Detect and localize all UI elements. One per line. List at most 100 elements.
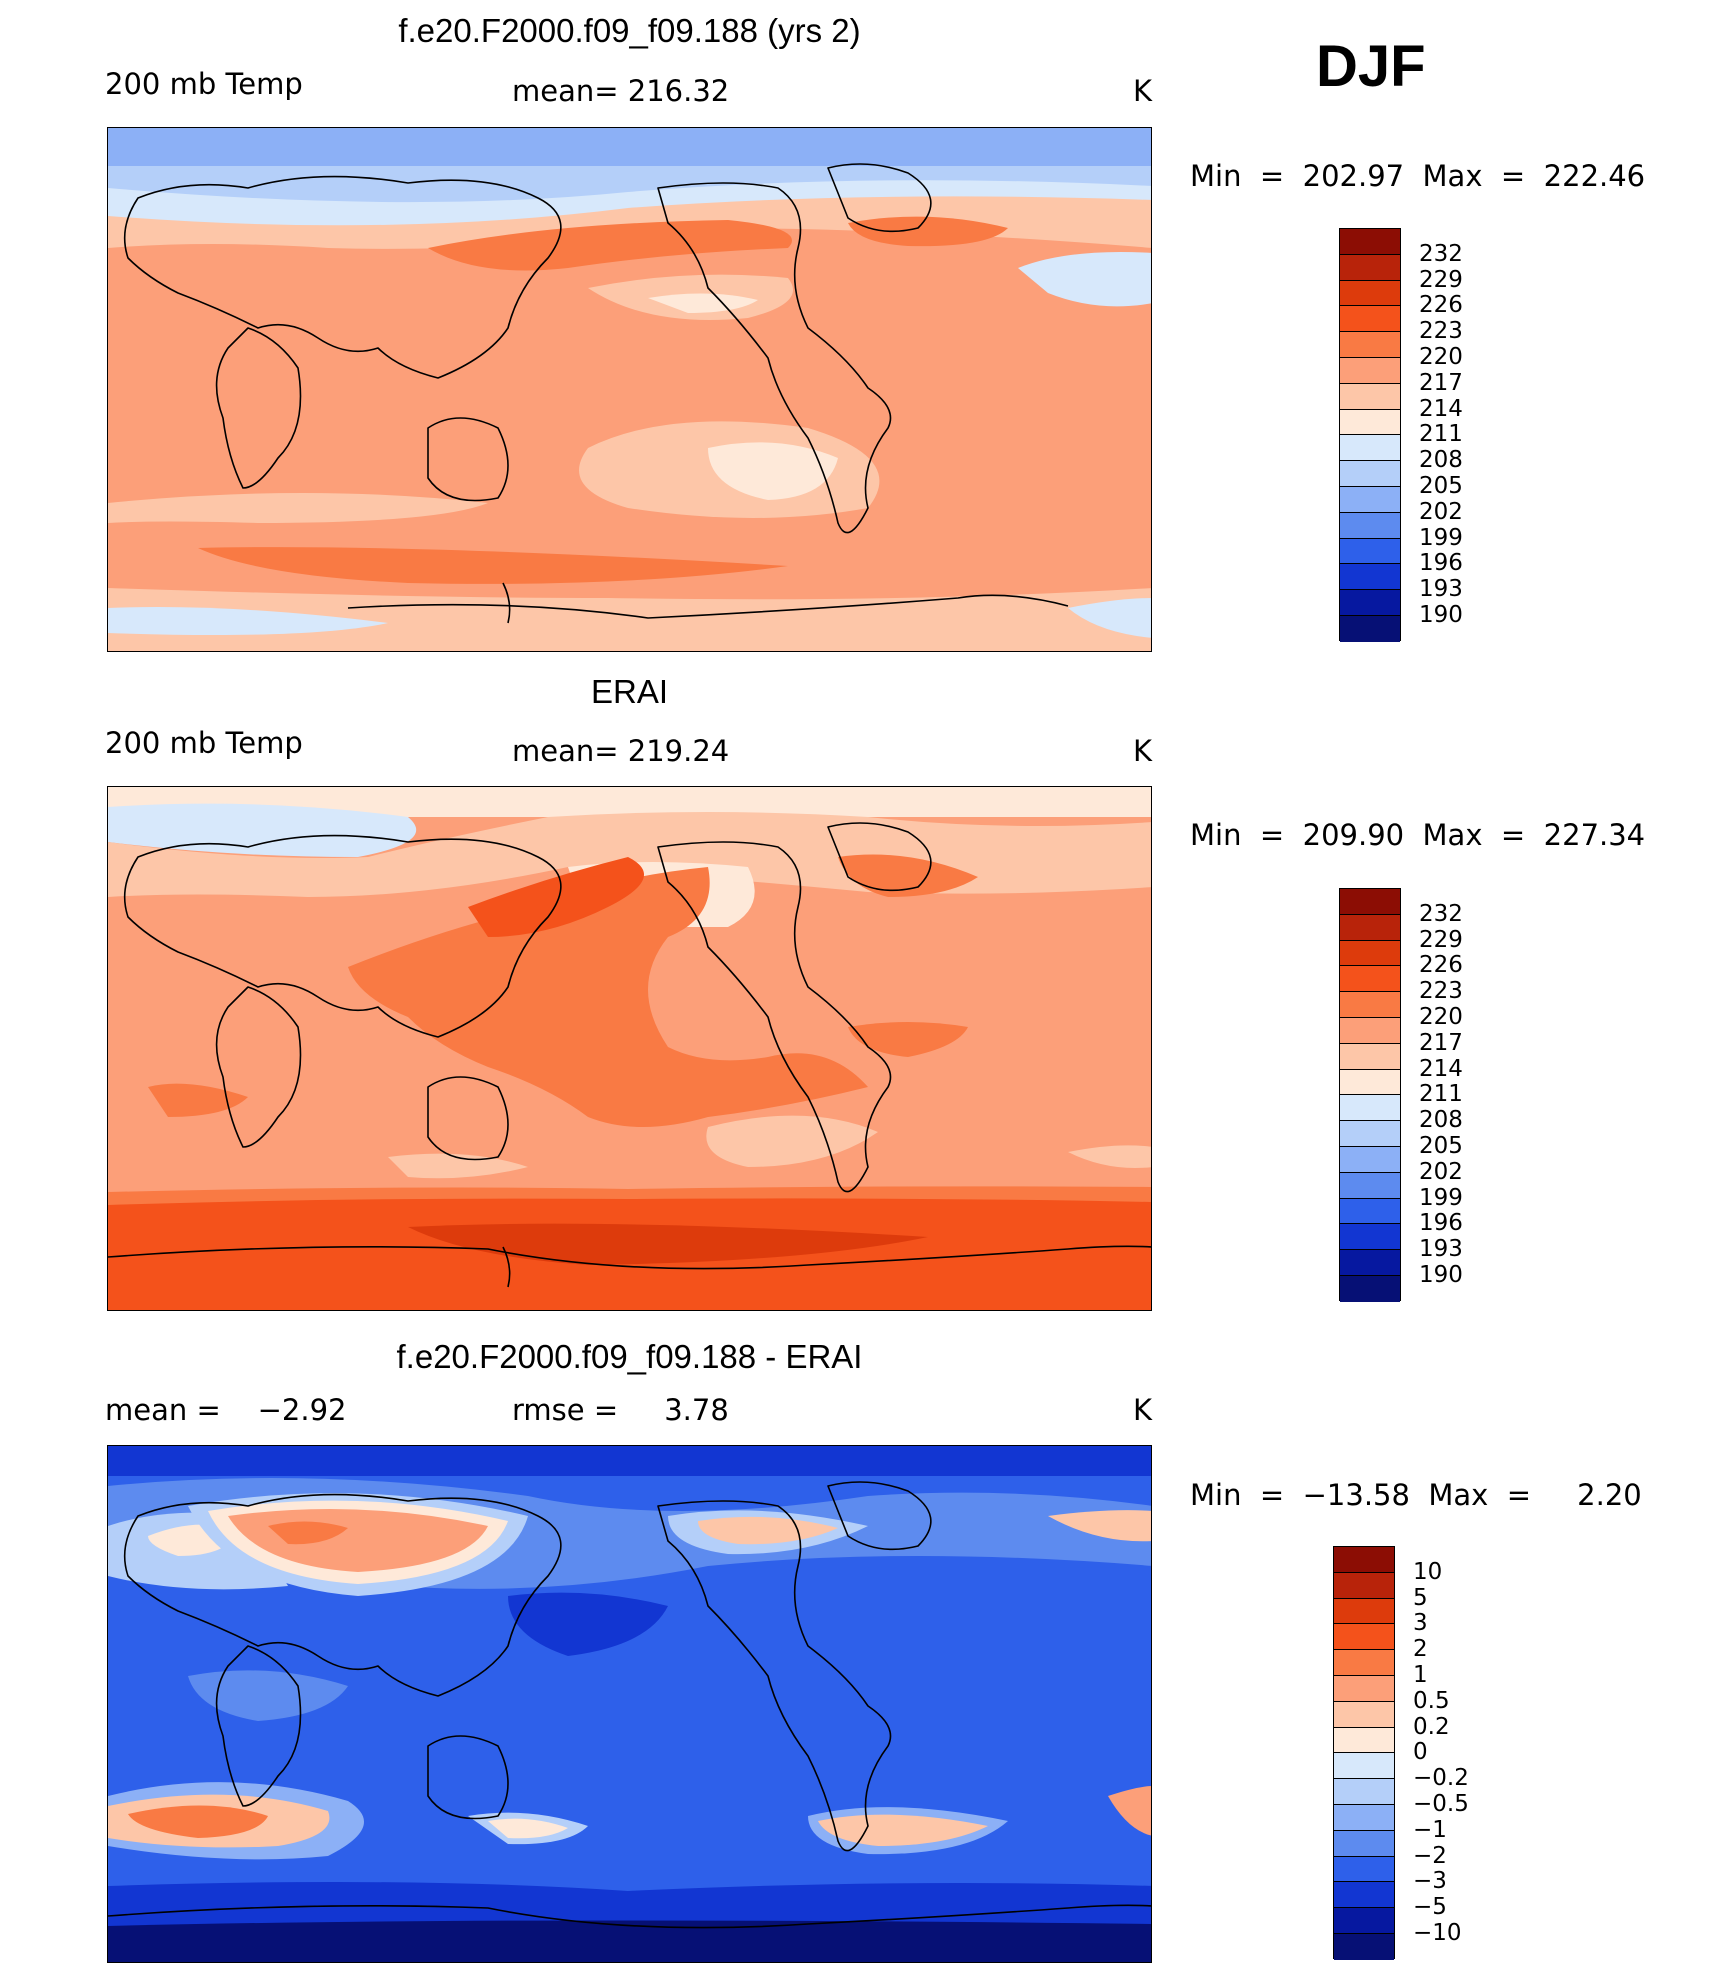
colorbar-swatch: [1340, 306, 1400, 333]
colorbar-swatch: [1334, 1650, 1394, 1676]
colorbar-tick-label: 2: [1413, 1636, 1428, 1663]
rmse-label: rmse = 3.78: [512, 1393, 729, 1427]
colorbar-tick-label: 232: [1419, 900, 1463, 927]
colorbar-swatch: [1340, 435, 1400, 462]
map-plot: [107, 127, 1152, 652]
colorbar-tick-label: 202: [1419, 498, 1463, 525]
colorbar-tick-label: −0.5: [1413, 1791, 1469, 1817]
colorbar-swatch: [1340, 914, 1400, 941]
colorbar-swatch: [1334, 1701, 1394, 1728]
colorbar-swatch: [1340, 254, 1400, 281]
colorbar-tick-label: 205: [1419, 473, 1463, 499]
units-label: K: [1133, 1393, 1153, 1427]
difference-field: [108, 1446, 1151, 1962]
colorbar-swatch: [1334, 1624, 1394, 1651]
colorbar-tick-label: 0.2: [1413, 1713, 1450, 1740]
colorbar-tick-label: 196: [1419, 550, 1463, 577]
colorbar-swatch: [1340, 1224, 1400, 1251]
colorbar-swatch: [1340, 538, 1400, 565]
colorbar-box: [1339, 888, 1401, 1302]
colorbar-swatch: [1340, 280, 1400, 307]
colorbar-tick-label: 229: [1419, 926, 1463, 953]
colorbar-tick-label: 199: [1419, 524, 1463, 551]
colorbar-swatch: [1334, 1547, 1394, 1573]
colorbar-tick-label: 214: [1419, 1055, 1463, 1082]
colorbar-box: [1333, 1546, 1395, 1960]
colorbar-tick-label: 217: [1419, 369, 1463, 396]
colorbar-tick-label: 223: [1419, 978, 1463, 1005]
colorbar-tick-label: −5: [1413, 1894, 1447, 1921]
colorbar-swatch: [1334, 1934, 1394, 1960]
map-plot: [107, 786, 1152, 1311]
colorbar-swatch: [1340, 1095, 1400, 1122]
temperature-field: [108, 128, 1151, 651]
colorbar-tick-label: 220: [1419, 1004, 1463, 1030]
colorbar-swatch: [1340, 940, 1400, 967]
mean-label: mean= 216.32: [512, 74, 730, 108]
colorbar-tick-label: −3: [1413, 1868, 1447, 1895]
colorbar-tick-label: 190: [1419, 602, 1463, 628]
colorbar-swatch: [1340, 487, 1400, 513]
colorbar-tick-label: 223: [1419, 318, 1463, 345]
colorbar-swatch: [1340, 590, 1400, 616]
colorbar-swatch: [1340, 889, 1400, 915]
colorbar-swatch: [1334, 1676, 1394, 1702]
colorbar-tick-label: 1: [1413, 1662, 1428, 1688]
colorbar-tick-label: −10: [1413, 1920, 1462, 1946]
colorbar-tick-label: 190: [1419, 1262, 1463, 1288]
colorbar-swatch: [1340, 358, 1400, 384]
colorbar-tick-label: 208: [1419, 1107, 1463, 1134]
colorbar-tick-label: 199: [1419, 1184, 1463, 1211]
colorbar-swatch: [1340, 1172, 1400, 1199]
colorbar-swatch: [1340, 1018, 1400, 1044]
colorbar-tick-label: 211: [1419, 421, 1463, 448]
colorbar-tick-label: 220: [1419, 344, 1463, 370]
panel-title: ERAI: [590, 673, 669, 710]
colorbar-swatch: [1340, 1121, 1400, 1147]
colorbar-tick-label: 232: [1419, 240, 1463, 267]
colorbar-tick-label: 211: [1419, 1081, 1463, 1108]
colorbar-swatch: [1340, 992, 1400, 1018]
colorbar-swatch: [1334, 1882, 1394, 1909]
colorbar-tick-label: 193: [1419, 1236, 1463, 1263]
panel-title: f.e20.F2000.f09_f09.188 (yrs 2): [398, 12, 861, 49]
colorbar-tick-label: 196: [1419, 1210, 1463, 1237]
colorbar-tick-label: 226: [1419, 292, 1463, 319]
colorbar-tick-label: 10: [1413, 1558, 1443, 1585]
panel-title: f.e20.F2000.f09_f09.188 - ERAI: [396, 1338, 863, 1375]
minmax-label: Min = 209.90 Max = 227.34: [1190, 818, 1646, 852]
colorbar-swatch: [1340, 616, 1400, 642]
units-label: K: [1133, 734, 1153, 768]
colorbar-tick-label: −0.2: [1413, 1765, 1469, 1792]
colorbar-tick-label: 193: [1419, 576, 1463, 603]
mean-label: mean = −2.92: [105, 1393, 347, 1427]
map-plot: [107, 1445, 1152, 1963]
colorbar-swatch: [1334, 1908, 1394, 1934]
colorbar-swatch: [1340, 1069, 1400, 1096]
colorbar-tick-label: 208: [1419, 447, 1463, 474]
colorbar-swatch: [1340, 332, 1400, 358]
colorbar-swatch: [1334, 1805, 1394, 1831]
colorbar-swatch: [1340, 383, 1400, 410]
colorbar-tick-label: 205: [1419, 1133, 1463, 1159]
colorbar-tick-label: 202: [1419, 1158, 1463, 1185]
colorbar-tick-label: 0: [1413, 1739, 1428, 1766]
colorbar-tick-label: 229: [1419, 266, 1463, 293]
colorbar-swatch: [1334, 1779, 1394, 1805]
colorbar-tick-label: −2: [1413, 1842, 1447, 1869]
variable-label: 200 mb Temp: [105, 67, 303, 101]
colorbar-swatch: [1340, 1250, 1400, 1276]
season-label: DJF: [1316, 34, 1426, 99]
colorbar-swatch: [1334, 1572, 1394, 1599]
colorbar-swatch: [1340, 461, 1400, 487]
colorbar-swatch: [1340, 966, 1400, 993]
colorbar-swatch: [1340, 512, 1400, 539]
minmax-label: Min = −13.58 Max = 2.20: [1190, 1478, 1642, 1512]
colorbar-tick-label: 0.5: [1413, 1687, 1450, 1714]
colorbar-swatch: [1334, 1856, 1394, 1883]
temperature-field: [108, 787, 1151, 1310]
variable-label: 200 mb Temp: [105, 726, 303, 760]
colorbar-swatch: [1340, 409, 1400, 436]
colorbar-tick-label: −1: [1413, 1816, 1447, 1843]
mean-label: mean= 219.24: [512, 734, 730, 768]
